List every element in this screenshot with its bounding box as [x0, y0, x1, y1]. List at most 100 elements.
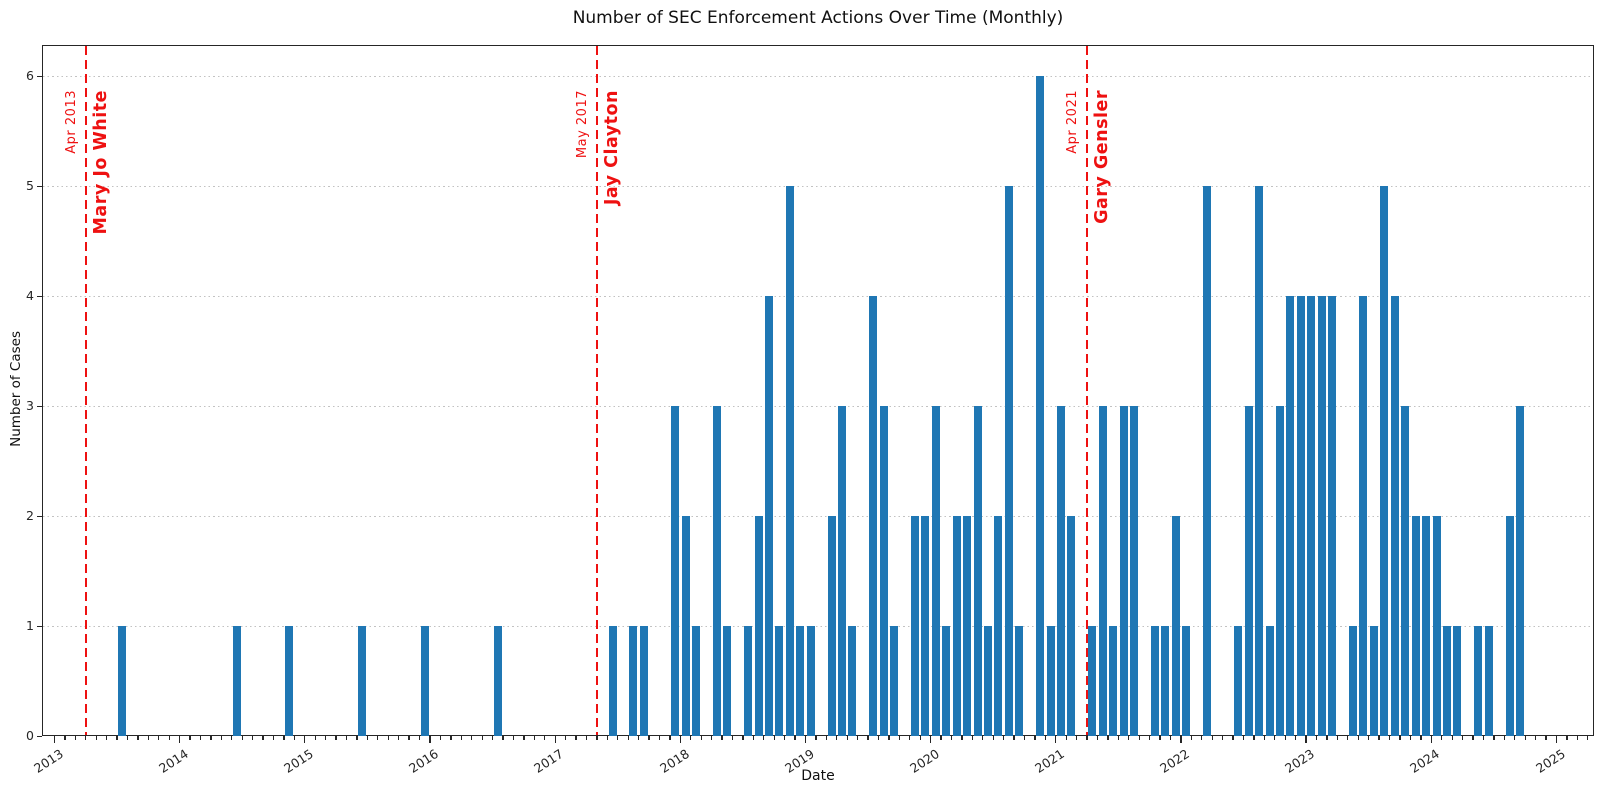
- x-tick-minor: [1461, 736, 1464, 740]
- x-tick-minor: [262, 736, 264, 740]
- x-tick-minor: [1128, 736, 1130, 740]
- x-tick-minor: [1107, 736, 1109, 740]
- y-tick: [37, 185, 42, 187]
- x-tick-minor: [1169, 736, 1172, 740]
- x-tick-minor: [1315, 736, 1318, 740]
- x-tick-minor: [669, 736, 671, 740]
- x-tick-minor: [1086, 736, 1088, 740]
- x-tick-minor: [1149, 736, 1151, 740]
- y-tick-label: 0: [26, 728, 34, 743]
- x-tick-minor: [773, 736, 775, 740]
- bar-2021-08: [1130, 406, 1139, 736]
- bar-2023-07: [1369, 626, 1378, 736]
- y-axis-title: Number of Cases: [8, 330, 24, 447]
- bar-2024-05: [1474, 626, 1483, 736]
- bar-2019-08: [879, 406, 888, 736]
- x-tick-minor: [731, 736, 734, 740]
- x-tick-minor: [544, 736, 546, 740]
- x-tick-minor: [1587, 736, 1589, 740]
- x-tick-minor: [1263, 736, 1266, 740]
- bar-2022-07: [1244, 406, 1253, 736]
- bar-2018-11: [785, 186, 794, 736]
- x-tick-minor: [1023, 736, 1026, 740]
- x-tick-minor: [1096, 736, 1099, 740]
- x-tick-minor: [126, 736, 129, 740]
- x-tick-major: [1430, 736, 1432, 743]
- x-tick-minor: [627, 736, 629, 740]
- x-tick-minor: [377, 736, 379, 740]
- x-tick-minor: [606, 736, 608, 740]
- x-tick-minor: [1576, 736, 1578, 740]
- bar-2022-09: [1265, 626, 1274, 736]
- bar-2024-02: [1442, 626, 1451, 736]
- x-tick-minor: [95, 736, 97, 740]
- x-tick-minor: [1357, 736, 1359, 740]
- bar-2023-11: [1411, 516, 1420, 736]
- x-tick-minor: [648, 736, 650, 740]
- x-tick-minor: [1076, 736, 1078, 740]
- x-tick-minor: [794, 736, 796, 740]
- x-tick-minor: [898, 736, 900, 740]
- x-tick-minor: [1482, 736, 1485, 740]
- x-tick-major: [1555, 736, 1558, 743]
- grid-line: [43, 515, 1593, 517]
- bar-2023-05: [1349, 626, 1358, 736]
- bar-2016-07: [493, 626, 502, 736]
- bar-2020-06: [984, 626, 992, 736]
- x-tick-minor: [1388, 736, 1391, 740]
- x-tick-major: [1180, 736, 1182, 743]
- x-tick-minor: [439, 736, 442, 740]
- y-tick-label: 3: [26, 398, 34, 413]
- bar-2017-12: [671, 406, 680, 736]
- x-tick-major: [929, 736, 932, 743]
- bar-2018-12: [796, 626, 805, 736]
- y-tick-label: 4: [26, 288, 34, 303]
- bar-2020-12: [1046, 626, 1055, 736]
- x-tick-minor: [1534, 736, 1537, 740]
- bar-2021-07: [1119, 406, 1128, 736]
- x-tick-minor: [408, 736, 410, 740]
- x-tick-minor: [1190, 736, 1193, 740]
- bar-2018-10: [775, 626, 784, 736]
- bar-2020-03: [952, 516, 961, 736]
- bar-2019-07: [869, 296, 878, 736]
- x-tick-minor: [1117, 736, 1120, 740]
- bar-2024-03: [1453, 626, 1462, 736]
- x-tick-minor: [1368, 736, 1370, 740]
- x-tick-minor: [366, 736, 369, 740]
- x-tick-minor: [210, 736, 212, 740]
- x-tick-minor: [116, 736, 118, 740]
- x-tick-minor: [345, 736, 348, 740]
- x-tick-minor: [1503, 736, 1505, 740]
- y-tick: [37, 405, 42, 407]
- x-tick-minor: [168, 736, 170, 740]
- x-tick-minor: [85, 736, 87, 740]
- bar-2024-01: [1432, 516, 1441, 736]
- x-tick-minor: [1232, 736, 1234, 740]
- x-tick-minor: [356, 736, 358, 740]
- x-tick-minor: [231, 736, 233, 740]
- x-tick-minor: [1159, 736, 1161, 740]
- x-tick-minor: [1420, 736, 1422, 740]
- x-tick-minor: [1201, 736, 1203, 740]
- x-tick-minor: [283, 736, 285, 740]
- x-tick-minor: [919, 736, 921, 740]
- x-tick-minor: [909, 736, 911, 740]
- x-tick-minor: [575, 736, 577, 740]
- x-tick-minor: [335, 736, 337, 740]
- x-tick-minor: [471, 736, 473, 740]
- bar-2019-04: [837, 406, 846, 736]
- x-tick-minor: [1347, 736, 1349, 740]
- bar-2017-08: [629, 626, 638, 736]
- event-name-label: Mary Jo White: [90, 90, 111, 235]
- x-tick-minor: [1211, 736, 1213, 740]
- x-tick-minor: [1274, 736, 1276, 740]
- bar-2017-06: [608, 626, 617, 736]
- y-tick: [37, 625, 42, 627]
- bar-2018-05: [723, 626, 732, 736]
- x-tick-minor: [137, 736, 139, 740]
- bar-2014-06: [233, 626, 242, 736]
- bar-2022-01: [1182, 626, 1191, 736]
- x-tick-minor: [585, 736, 588, 740]
- x-tick-minor: [1003, 736, 1005, 740]
